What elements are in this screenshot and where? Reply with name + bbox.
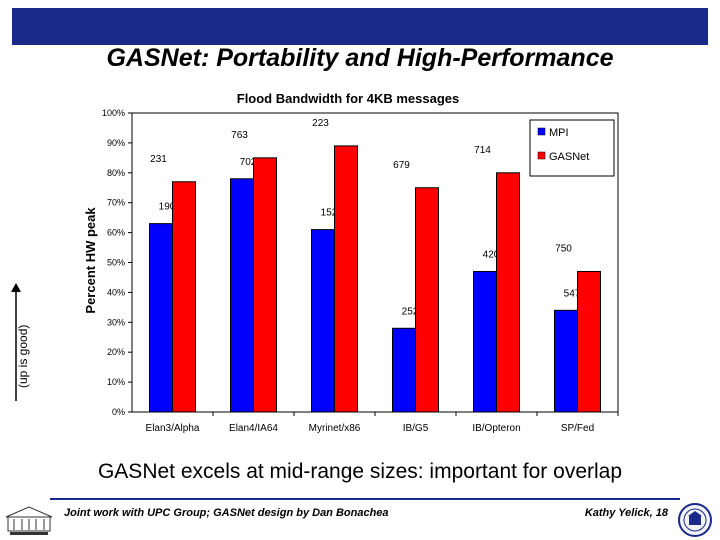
bar-mpi — [473, 270, 497, 413]
footer-divider — [50, 498, 680, 500]
legend-label-mpi: MPI — [549, 127, 569, 139]
x-tick-label: Elan3/Alpha — [146, 423, 200, 434]
data-label-gasnet: 223 — [312, 118, 329, 129]
bar-gasnet — [334, 145, 358, 413]
y-tick-label: 30% — [107, 317, 125, 327]
x-tick-label: IB/Opteron — [472, 423, 520, 434]
y-tick-label: 90% — [107, 138, 125, 148]
footer-author: Kathy Yelick, 18 — [584, 507, 668, 519]
bar-mpi — [554, 309, 578, 413]
legend-label-gasnet: GASNet — [549, 151, 589, 163]
data-label-gasnet: 763 — [231, 130, 248, 141]
y-tick-label: 70% — [107, 198, 125, 208]
data-label-mpi: 420 — [483, 249, 500, 260]
seal-logo-icon — [678, 503, 712, 537]
y-tick-label: 80% — [107, 168, 125, 178]
bar-mpi — [230, 178, 254, 413]
slide-title: GASNet: Portability and High-Performance — [106, 44, 614, 72]
y-tick-label: 100% — [102, 108, 125, 118]
data-label-mpi: 547 — [564, 288, 581, 299]
y-tick-label: 10% — [107, 377, 125, 387]
x-tick-label: IB/G5 — [403, 423, 429, 434]
bar-mpi — [392, 327, 416, 413]
chart-title: Flood Bandwidth for 4KB messages — [237, 91, 459, 106]
bar-gasnet — [253, 157, 277, 413]
data-label-gasnet: 714 — [474, 145, 491, 156]
up-is-good-text: (up is good) — [16, 324, 30, 388]
x-tick-label: SP/Fed — [561, 423, 594, 434]
bar-mpi — [149, 223, 173, 413]
bar-gasnet — [172, 181, 196, 413]
data-label-mpi: 152 — [321, 208, 338, 219]
building-logo-icon — [5, 506, 53, 535]
y-axis-label: Percent HW peak — [83, 207, 98, 314]
bar-mpi — [311, 229, 335, 413]
title-band — [12, 8, 708, 45]
data-label-gasnet: 231 — [150, 154, 167, 165]
data-label-mpi: 702 — [240, 157, 257, 168]
y-tick-label: 60% — [107, 228, 125, 238]
bar-gasnet — [415, 187, 439, 413]
legend-swatch-mpi — [537, 127, 546, 136]
y-tick-label: 20% — [107, 347, 125, 357]
data-label-gasnet: 750 — [555, 243, 572, 254]
x-tick-label: Elan4/IA64 — [229, 423, 278, 434]
up-arrow-icon — [11, 283, 21, 401]
legend-swatch-gasnet — [537, 151, 546, 160]
footer-credit: Joint work with UPC Group; GASNet design… — [64, 507, 389, 519]
bar-gasnet — [496, 172, 520, 413]
y-tick-label: 0% — [112, 407, 125, 417]
data-label-mpi: 252 — [402, 306, 419, 317]
x-tick-label: Myrinet/x86 — [309, 423, 361, 434]
y-tick-label: 40% — [107, 287, 125, 297]
y-tick-label: 50% — [107, 258, 125, 268]
data-label-mpi: 190 — [159, 202, 176, 213]
data-label-gasnet: 679 — [393, 160, 410, 171]
bar-gasnet — [577, 270, 601, 413]
summary-text: GASNet excels at mid-range sizes: import… — [97, 460, 623, 483]
